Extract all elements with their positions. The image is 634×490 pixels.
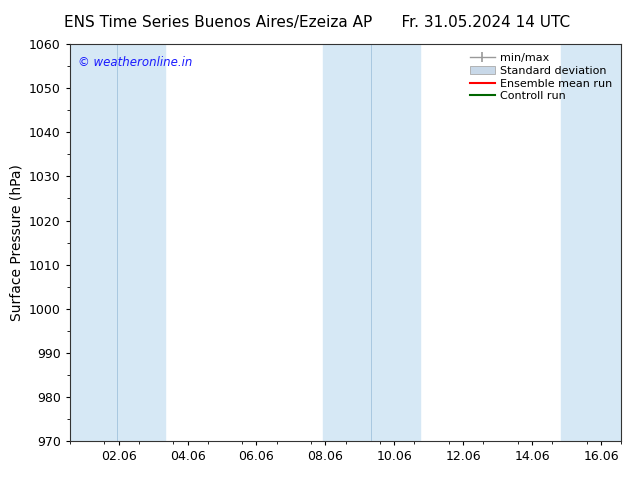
- Text: © weatheronline.in: © weatheronline.in: [78, 56, 192, 69]
- Bar: [372, 44, 420, 441]
- Bar: [323, 44, 372, 441]
- Bar: [117, 44, 165, 441]
- Bar: [561, 44, 621, 441]
- Y-axis label: Surface Pressure (hPa): Surface Pressure (hPa): [10, 164, 23, 321]
- Bar: [70, 44, 117, 441]
- Text: ENS Time Series Buenos Aires/Ezeiza AP      Fr. 31.05.2024 14 UTC: ENS Time Series Buenos Aires/Ezeiza AP F…: [64, 15, 570, 30]
- Legend: min/max, Standard deviation, Ensemble mean run, Controll run: min/max, Standard deviation, Ensemble me…: [467, 49, 616, 105]
